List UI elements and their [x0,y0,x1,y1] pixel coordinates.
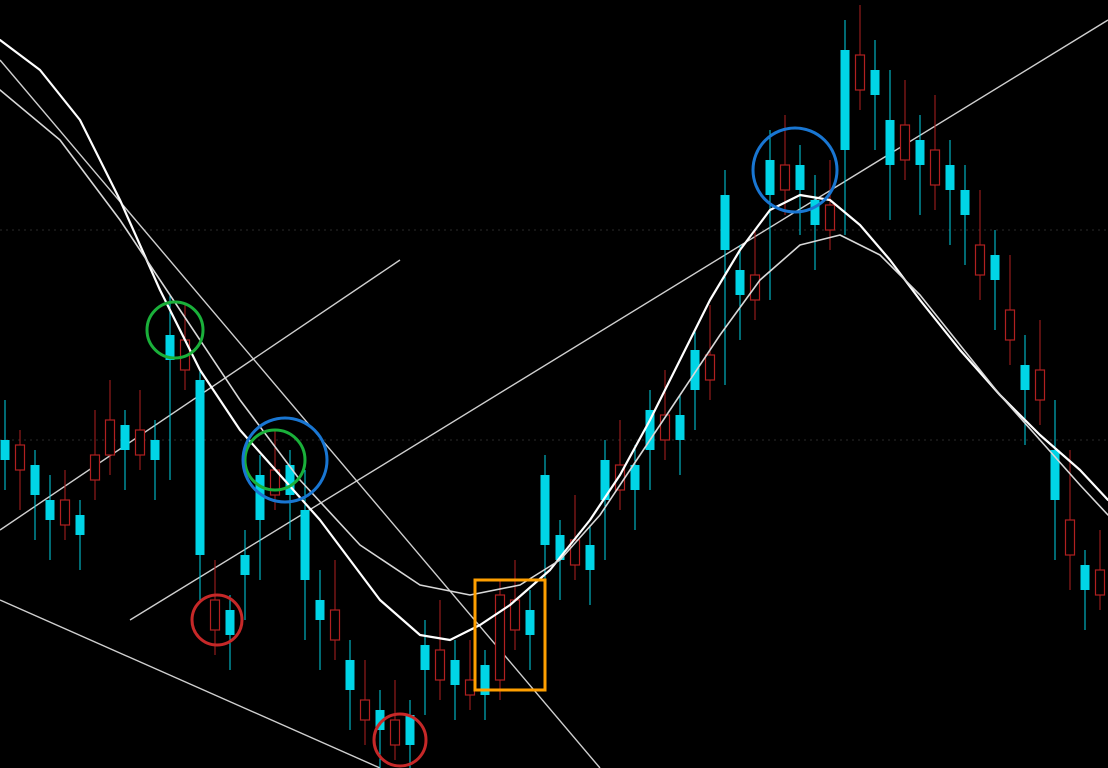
candle-56 [841,50,850,150]
candle-53 [796,165,805,190]
candle-46 [691,350,700,390]
candle-26 [391,720,400,745]
candle-20 [301,510,310,580]
candle-55 [826,205,835,230]
candle-36 [541,475,550,545]
candle-29 [436,650,445,680]
candle-49 [736,270,745,295]
candle-21 [316,600,325,620]
candle-6 [91,455,100,480]
candlestick-chart[interactable] [0,0,1108,768]
candle-73 [1096,570,1105,595]
candle-61 [916,140,925,165]
candle-59 [886,120,895,165]
candle-58 [871,70,880,95]
candle-31 [466,680,475,695]
chart-bg [0,0,1108,768]
candle-45 [676,415,685,440]
candle-67 [1006,310,1015,340]
candle-10 [151,440,160,460]
candle-8 [121,425,130,450]
candle-42 [631,465,640,490]
candle-33 [496,595,505,680]
candle-4 [61,500,70,525]
candle-27 [406,715,415,745]
candle-63 [946,165,955,190]
candle-35 [526,610,535,635]
candle-15 [226,610,235,635]
candle-5 [76,515,85,535]
candle-0 [1,440,10,460]
candle-28 [421,645,430,670]
candle-3 [46,500,55,520]
candle-16 [241,555,250,575]
candle-62 [931,150,940,185]
candle-65 [976,245,985,275]
candle-39 [586,545,595,570]
candle-68 [1021,365,1030,390]
candle-72 [1081,565,1090,590]
candle-48 [721,195,730,250]
candle-13 [196,380,205,555]
candle-64 [961,190,970,215]
candle-69 [1036,370,1045,400]
candle-22 [331,610,340,640]
candle-66 [991,255,1000,280]
candle-60 [901,125,910,160]
candle-52 [781,165,790,190]
candle-57 [856,55,865,90]
candle-14 [211,600,220,630]
candle-9 [136,430,145,455]
candle-1 [16,445,25,470]
candle-23 [346,660,355,690]
candle-51 [766,160,775,195]
candle-30 [451,660,460,685]
candle-7 [106,420,115,455]
candle-24 [361,700,370,720]
candle-47 [706,355,715,380]
candle-71 [1066,520,1075,555]
candle-2 [31,465,40,495]
